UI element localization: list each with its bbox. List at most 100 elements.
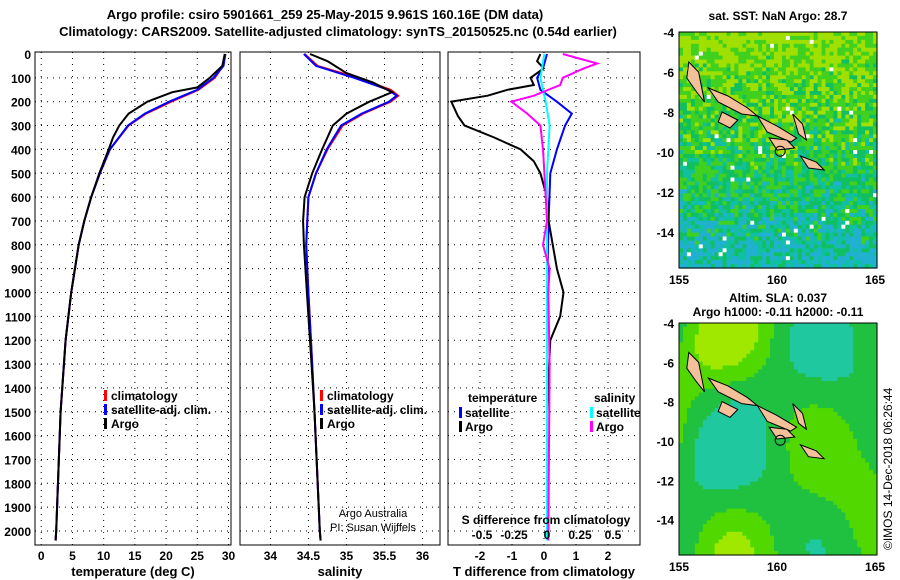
map-cell [690,338,696,343]
map-cell [873,122,878,128]
map-cell [746,361,751,367]
map-cell [734,423,739,428]
map-cell [758,446,763,452]
map-cell [679,260,684,265]
map-cell [789,543,795,548]
map-cell [750,527,755,533]
map-cell [754,342,759,347]
legend-swatch [320,418,323,429]
map-cell [801,79,807,84]
map-cell [817,122,823,128]
map-cell [793,71,799,76]
map-cell [762,346,767,351]
map-cell [706,466,712,471]
map-cell [805,122,811,128]
map-cell [829,252,835,257]
map-cell [706,55,712,61]
map-cell [742,71,747,76]
map-cell [853,91,858,96]
map-cell [694,435,700,440]
map-cell [774,524,779,529]
map-cell [785,256,791,261]
map-cell [742,489,747,494]
map-cell [762,473,767,479]
map-cell [679,240,684,246]
map-cell [706,118,712,124]
map-cell [726,504,732,510]
map-cell [738,369,743,374]
map-cell [730,493,736,498]
map-cell [833,55,838,61]
map-cell [793,157,799,163]
map-cell [766,102,771,108]
y-tick-label: 1000 [4,287,31,301]
map-cell [793,527,799,533]
map-cell [754,497,759,502]
map-cell [694,411,700,417]
map-cell [690,260,696,265]
map-cell [754,252,759,257]
map-cell [706,365,712,370]
map-cell [829,110,835,116]
map-cell [801,67,807,72]
map-cell [726,67,732,72]
map-cell [837,248,842,253]
map-cell [782,469,787,475]
map-cell [809,91,815,96]
y-tick-label: 1900 [4,501,31,515]
map-cell [754,400,759,405]
map-cell [821,146,827,151]
map-cell [789,469,795,475]
map-cell [782,323,787,328]
map-cell [825,67,831,72]
map-cell [714,516,720,521]
map-cell [758,419,763,425]
map-cell [679,126,684,131]
map-cell [734,114,739,120]
map-cell [706,477,712,483]
map-cell [718,535,724,541]
map-cell [857,106,862,112]
map-cell [690,244,696,249]
map-cell [825,130,831,135]
map-cell [793,79,799,84]
map-cell [690,381,696,386]
map-cell [722,224,728,230]
map-cell [690,264,696,269]
map-cell [694,415,700,421]
map-cell [873,102,878,108]
map-cell [782,165,787,171]
map-cell [785,122,791,128]
map-cell [722,165,728,171]
map-cell [702,134,708,139]
map-cell [702,75,708,80]
map-cell [766,477,771,483]
map-cell [833,134,838,139]
map-cell [746,35,751,41]
map-cell [710,114,716,120]
map-cell [793,224,799,230]
map-cell [778,189,783,194]
map-cell [813,32,819,37]
map-cell [865,55,870,61]
map-cell [750,169,755,175]
map-cell [817,47,823,53]
map-cell [730,481,736,486]
map-cell [679,469,684,475]
map-cell [706,205,712,210]
map-cell [869,165,874,171]
map-cell [873,75,878,80]
map-cell [706,252,712,257]
map-cell [797,75,803,80]
map-cell [833,169,838,175]
map-cell [679,248,684,253]
map-cell [686,508,692,514]
map-cell [785,404,791,409]
map-cell [821,177,827,183]
map-cell [805,240,811,246]
map-cell [853,94,858,100]
map-cell [770,157,775,163]
map-cell [686,205,692,210]
map-cell [813,43,819,49]
map-cell [698,497,704,502]
